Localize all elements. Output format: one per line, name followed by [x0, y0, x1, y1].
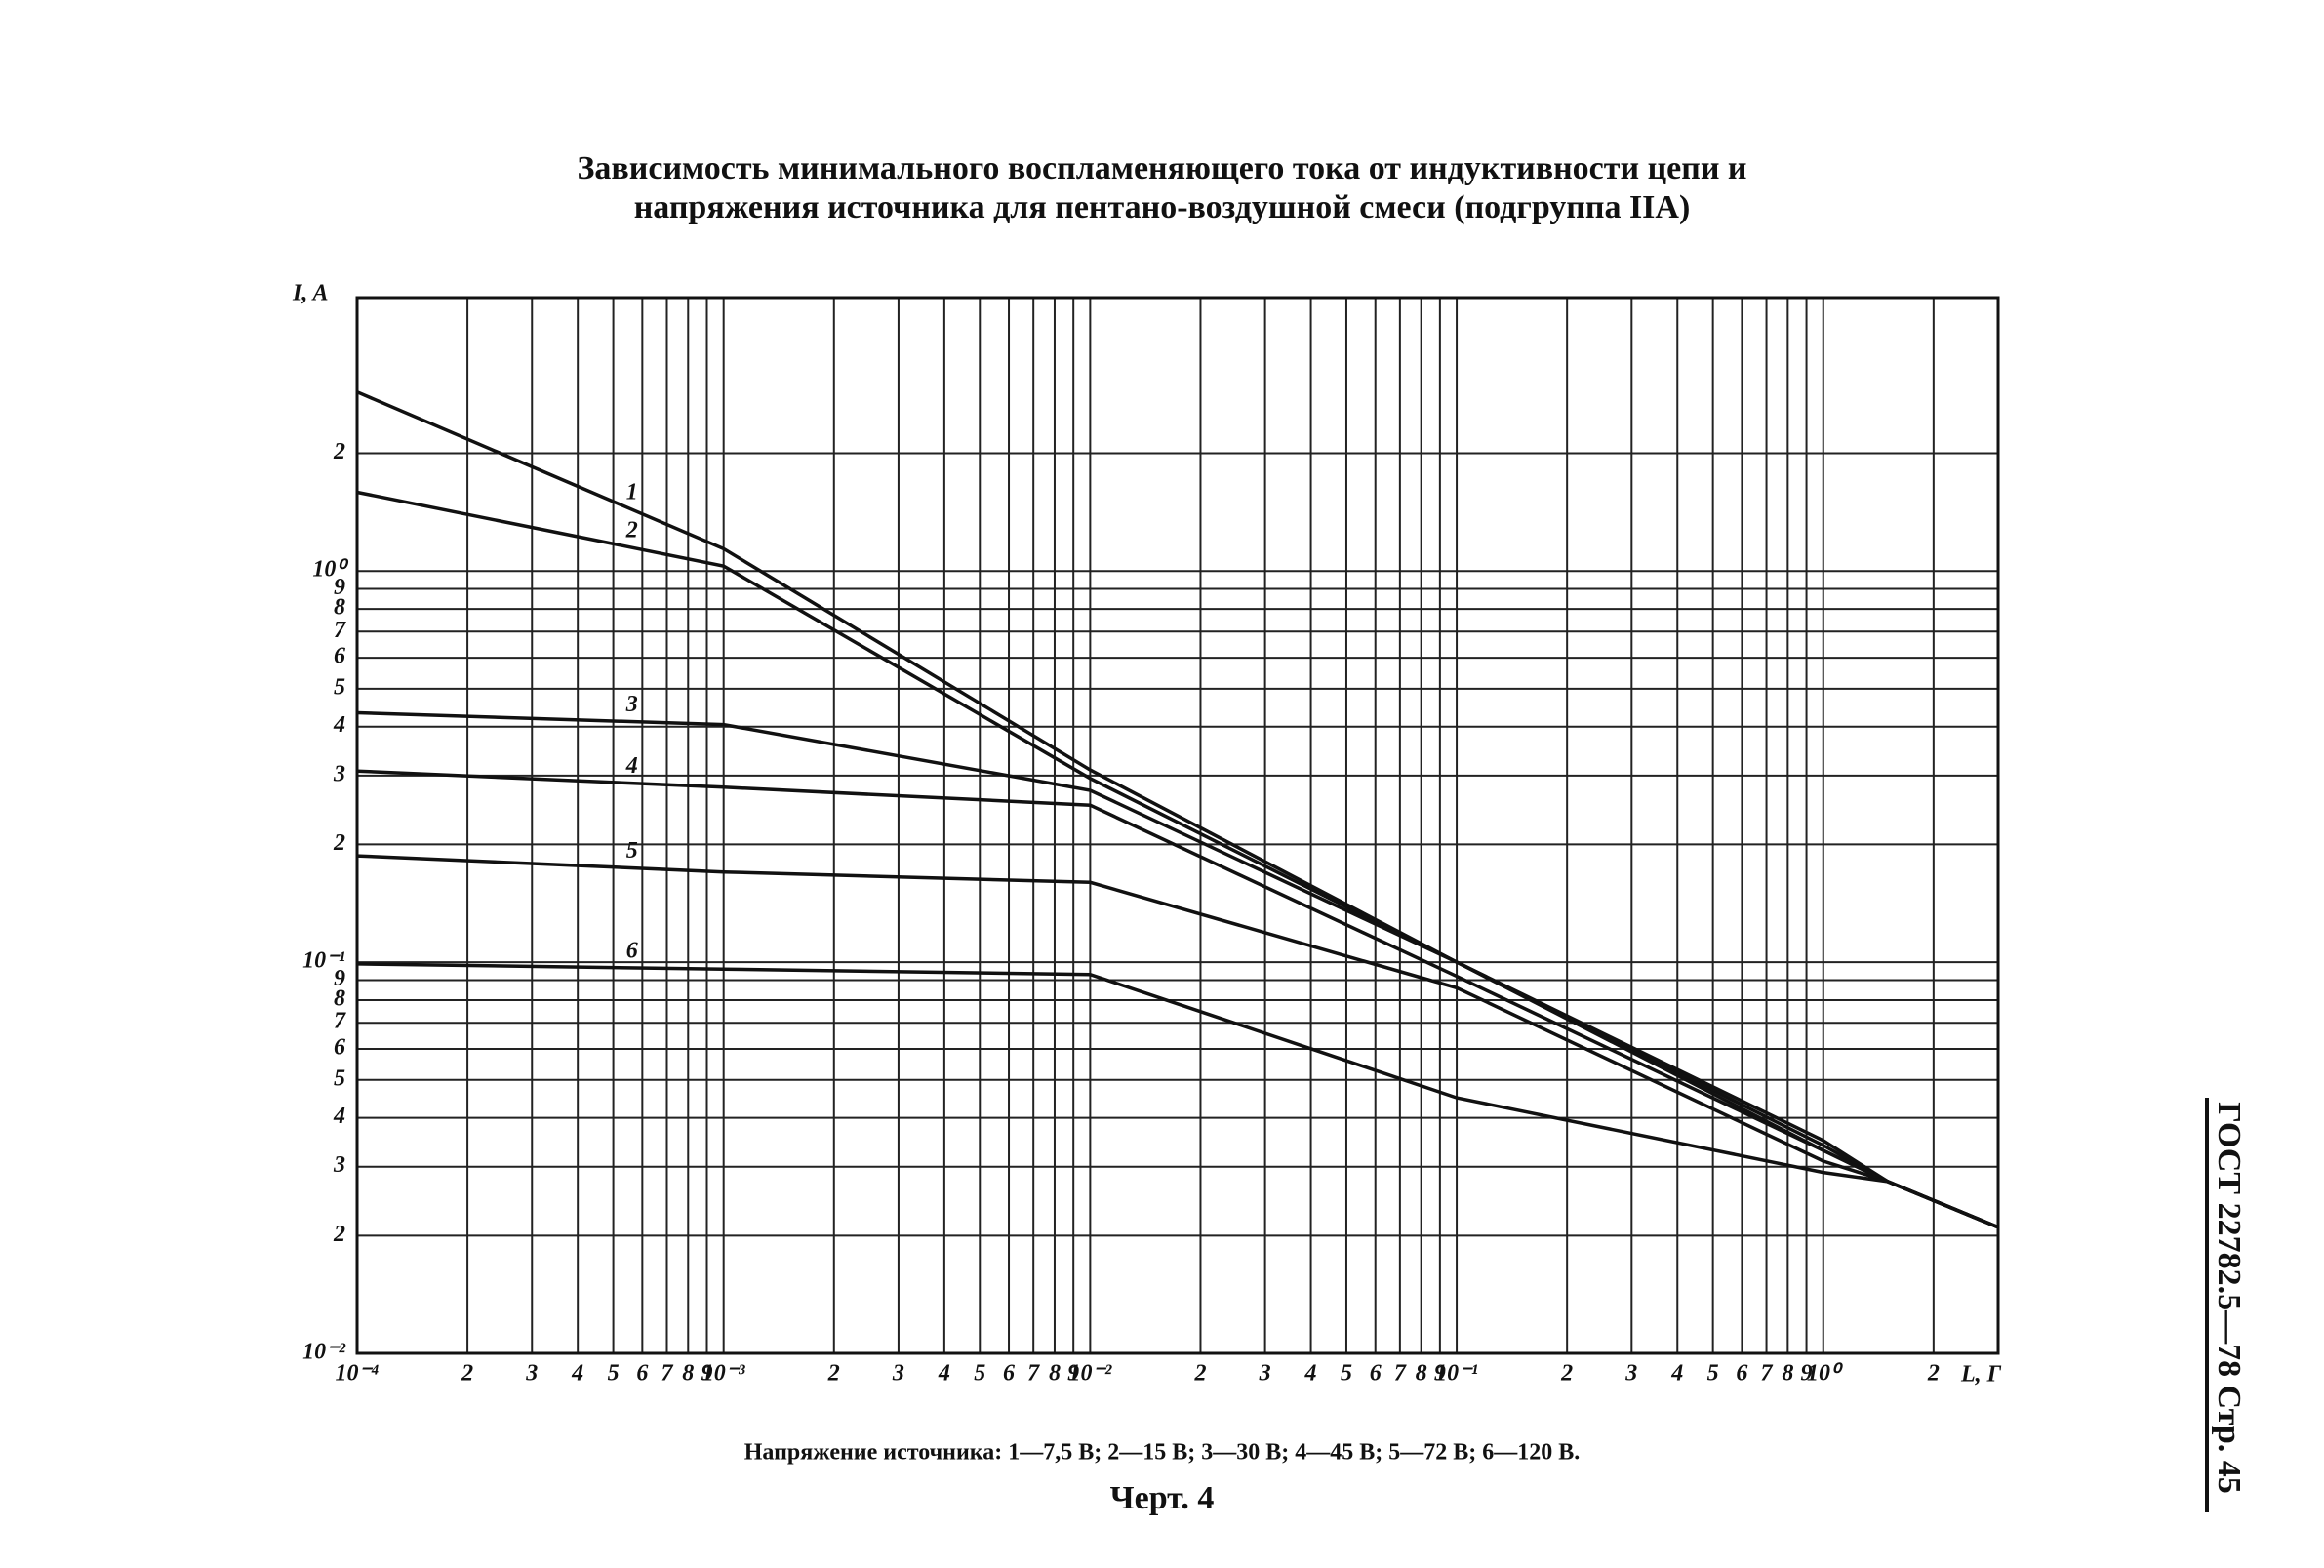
series-label: 6: [626, 938, 638, 963]
data-line: [356, 854, 1999, 1229]
y-tick-label: 3: [333, 761, 345, 786]
x-tick-label: 2: [461, 1361, 473, 1387]
x-tick-label: 4: [571, 1361, 583, 1387]
y-tick-label: 10⁻²: [302, 1340, 346, 1365]
series-label: 2: [625, 518, 638, 543]
y-tick-label: 3: [333, 1152, 345, 1178]
x-tick-label: 6: [1736, 1361, 1747, 1387]
y-tick-label: 7: [334, 1009, 346, 1034]
x-tick-label: 6: [1003, 1361, 1015, 1387]
y-tick-label: 8: [334, 985, 345, 1011]
x-tick-label: 9: [1801, 1361, 1813, 1387]
x-tick-label: 2: [827, 1361, 840, 1387]
x-tick-label: 5: [1707, 1361, 1719, 1387]
series-label: 1: [626, 480, 638, 505]
x-tick-label: 2: [1560, 1361, 1573, 1387]
x-tick-label: 9: [1067, 1361, 1079, 1387]
x-tick-label: 3: [1259, 1361, 1271, 1387]
x-tick-label: 10⁻¹: [1435, 1361, 1478, 1387]
x-tick-label: 9: [701, 1361, 712, 1387]
x-tick-label: 6: [636, 1361, 648, 1387]
x-tick-label: 10⁻⁴: [335, 1361, 379, 1387]
x-tick-label: 3: [525, 1361, 538, 1387]
x-tick-label: 9: [1434, 1361, 1446, 1387]
x-tick-label: 4: [938, 1361, 950, 1387]
x-tick-label: 8: [1782, 1361, 1793, 1387]
y-tick-label: 10⁰: [312, 557, 349, 583]
y-tick-label: 2: [333, 830, 345, 856]
series-label: 5: [626, 838, 638, 864]
y-tick-label: 2: [333, 1222, 345, 1247]
x-tick-label: 5: [608, 1361, 620, 1387]
y-tick-label: 8: [334, 595, 345, 621]
x-tick-label: 3: [1624, 1361, 1637, 1387]
x-tick-label: 8: [1416, 1361, 1427, 1387]
series-label: 3: [625, 692, 638, 717]
y-tick-label: 6: [334, 1035, 345, 1061]
y-tick-label: 7: [334, 618, 346, 643]
y-axis-label: I, A: [292, 281, 328, 306]
plot-frame: [355, 296, 2000, 1355]
x-tick-label: 10⁻³: [702, 1361, 746, 1387]
x-tick-label: 10⁻²: [1068, 1361, 1112, 1387]
caption: Напряжение источника: 1—7,5 В; 2—15 В; 3…: [744, 1440, 1581, 1466]
x-tick-label: 8: [1049, 1361, 1061, 1387]
y-tick-label: 5: [334, 1065, 345, 1091]
data-line: [356, 390, 1999, 1229]
y-tick-label: 10⁻¹: [302, 948, 345, 974]
x-tick-label: 4: [1670, 1361, 1683, 1387]
y-tick-label: 4: [333, 712, 345, 738]
x-tick-label: 7: [1761, 1361, 1774, 1387]
figure-label: Черт. 4: [1110, 1480, 1215, 1516]
y-tick-label: 2: [333, 439, 345, 464]
y-tick-label: 4: [333, 1104, 345, 1129]
x-tick-label: 7: [1027, 1361, 1040, 1387]
data-line: [356, 710, 1999, 1229]
chart-title: Зависимость минимального воспламеняющего…: [577, 150, 1746, 186]
x-tick-label: 8: [682, 1361, 694, 1387]
page-header: ГОСТ 22782.5—78 Стр. 45: [2211, 1102, 2247, 1494]
x-tick-label: 2: [1927, 1361, 1940, 1387]
y-tick-label: 6: [334, 644, 345, 669]
x-tick-label: 2: [1193, 1361, 1206, 1387]
data-line: [356, 962, 1999, 1229]
x-axis-label: L, Г: [1960, 1362, 2002, 1387]
x-tick-label: 7: [1394, 1361, 1407, 1387]
x-tick-label: 6: [1370, 1361, 1382, 1387]
chart-subtitle: напряжения источника для пентано-воздушн…: [634, 189, 1691, 225]
x-tick-label: 7: [661, 1361, 673, 1387]
y-tick-label: 9: [334, 575, 345, 600]
series-label: 4: [625, 753, 638, 779]
x-tick-label: 4: [1304, 1361, 1317, 1387]
x-tick-label: 5: [1341, 1361, 1352, 1387]
y-tick-label: 5: [334, 674, 345, 700]
y-tick-label: 9: [334, 966, 345, 991]
x-tick-label: 10⁰: [1807, 1361, 1844, 1387]
x-tick-label: 3: [892, 1361, 904, 1387]
x-tick-label: 5: [974, 1361, 985, 1387]
